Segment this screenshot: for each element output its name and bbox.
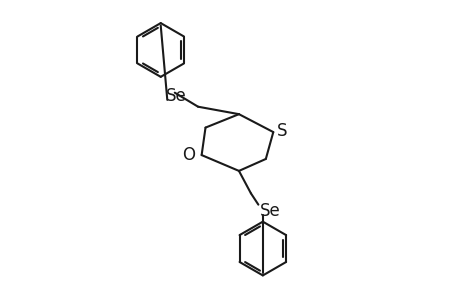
Text: S: S bbox=[277, 122, 287, 140]
Text: Se: Se bbox=[165, 87, 186, 105]
Text: O: O bbox=[182, 146, 195, 164]
Text: Se: Se bbox=[259, 202, 280, 220]
